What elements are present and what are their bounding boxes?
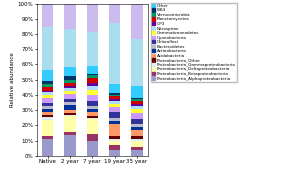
Bar: [109, 145, 120, 150]
Bar: [64, 91, 76, 94]
Bar: [131, 124, 143, 127]
Bar: [87, 83, 98, 86]
Bar: [42, 90, 53, 92]
Bar: [42, 109, 53, 112]
Bar: [42, 136, 53, 139]
Bar: [64, 105, 76, 110]
Bar: [131, 147, 143, 150]
Bar: [131, 113, 143, 119]
Bar: [87, 66, 98, 74]
Bar: [64, 110, 76, 113]
Bar: [42, 139, 53, 156]
Bar: [42, 92, 53, 95]
Bar: [131, 98, 143, 99]
Bar: [64, 102, 76, 105]
Bar: [87, 112, 98, 116]
Bar: [109, 150, 120, 156]
Bar: [64, 29, 76, 67]
Bar: [109, 104, 120, 107]
Bar: [87, 105, 98, 109]
Bar: [64, 86, 76, 88]
Bar: [109, 124, 120, 136]
Bar: [87, 95, 98, 101]
Bar: [42, 87, 53, 90]
Bar: [64, 67, 76, 76]
Bar: [131, 86, 143, 98]
Bar: [131, 141, 143, 147]
Bar: [64, 132, 76, 135]
Bar: [87, 116, 98, 118]
Bar: [131, 39, 143, 86]
Bar: [109, 136, 120, 139]
Bar: [109, 118, 120, 121]
Bar: [87, 118, 98, 119]
Bar: [109, 95, 120, 96]
Bar: [131, 101, 143, 104]
Bar: [131, 99, 143, 101]
Bar: [64, 94, 76, 99]
Bar: [109, 23, 120, 84]
Bar: [42, 103, 53, 106]
Bar: [109, 99, 120, 101]
Bar: [42, 106, 53, 109]
Bar: [42, 120, 53, 136]
Bar: [42, 115, 53, 117]
Bar: [87, 119, 98, 135]
Bar: [64, 99, 76, 102]
Bar: [109, 4, 120, 23]
Bar: [87, 32, 98, 66]
Bar: [87, 135, 98, 141]
Bar: [64, 115, 76, 116]
Bar: [87, 86, 98, 90]
Bar: [131, 4, 143, 39]
Bar: [87, 90, 98, 95]
Bar: [64, 4, 76, 29]
Bar: [64, 135, 76, 156]
Bar: [42, 117, 53, 120]
Bar: [42, 27, 53, 70]
Bar: [87, 141, 98, 156]
Bar: [109, 107, 120, 112]
Bar: [131, 109, 143, 113]
Bar: [64, 88, 76, 91]
Bar: [109, 96, 120, 99]
Bar: [64, 83, 76, 86]
Bar: [42, 81, 53, 84]
Bar: [64, 76, 76, 80]
Bar: [87, 74, 98, 75]
Bar: [42, 112, 53, 115]
Bar: [109, 112, 120, 118]
Bar: [42, 84, 53, 87]
Bar: [131, 139, 143, 141]
Bar: [109, 139, 120, 141]
Bar: [64, 116, 76, 132]
Bar: [42, 70, 53, 81]
Bar: [131, 150, 143, 156]
Bar: [109, 141, 120, 145]
Bar: [109, 101, 120, 104]
Bar: [42, 95, 53, 98]
Bar: [109, 121, 120, 124]
Bar: [131, 127, 143, 130]
Bar: [109, 93, 120, 95]
Bar: [131, 130, 143, 136]
Bar: [42, 4, 53, 27]
Bar: [109, 84, 120, 93]
Bar: [64, 80, 76, 83]
Bar: [131, 119, 143, 124]
Y-axis label: Relative abundance: Relative abundance: [10, 52, 15, 107]
Bar: [131, 104, 143, 105]
Bar: [87, 75, 98, 78]
Bar: [87, 78, 98, 83]
Bar: [64, 113, 76, 115]
Bar: [131, 105, 143, 109]
Bar: [87, 4, 98, 32]
Bar: [42, 98, 53, 103]
Bar: [131, 136, 143, 139]
Legend: Other, WS3, Verrucomicrobia, Planctomycetes, OP3, Nitrospirae, Gemmatimonadetes,: Other, WS3, Verrucomicrobia, Planctomyce…: [151, 3, 237, 82]
Bar: [87, 101, 98, 105]
Bar: [87, 109, 98, 112]
